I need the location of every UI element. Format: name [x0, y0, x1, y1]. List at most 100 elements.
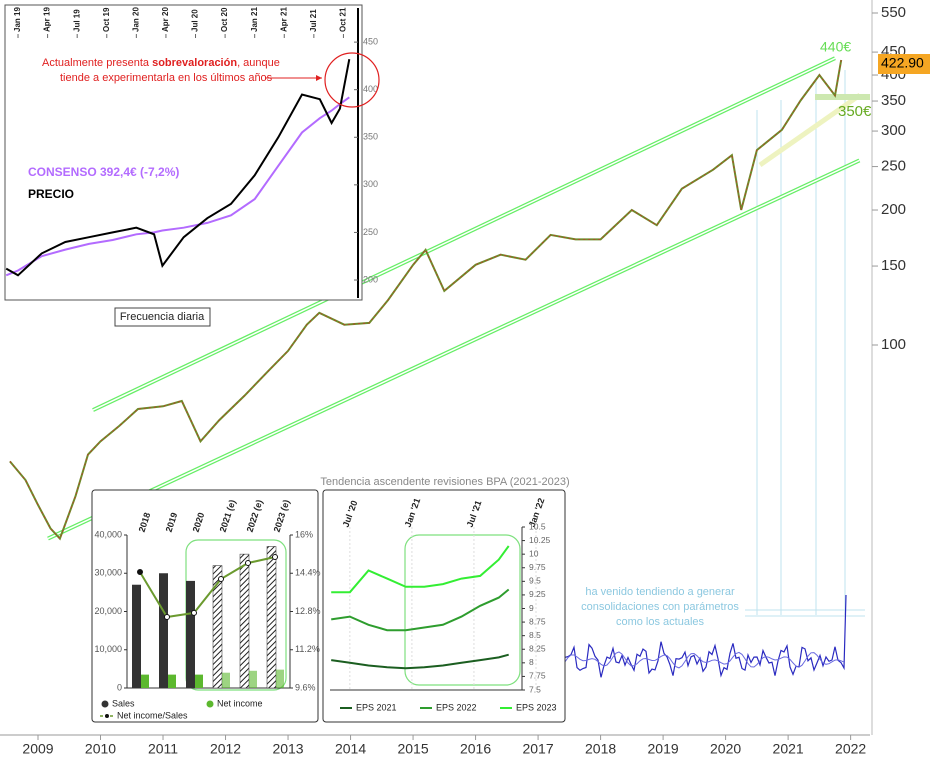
target-low: 350€	[838, 103, 872, 120]
net-income-bar	[276, 669, 284, 688]
legend-label: Net income/Sales	[117, 710, 188, 720]
legend-marker	[206, 700, 214, 708]
ratio-dot	[245, 559, 251, 566]
annotation-part: Actualmente presenta	[42, 57, 152, 69]
target-high: 440€	[820, 39, 851, 55]
ratio-dot	[218, 575, 224, 582]
y-tick-label: 300	[363, 179, 378, 189]
x-tick-label: 2017	[522, 741, 553, 757]
y-tick-label: 8.5	[529, 630, 541, 640]
x-tick-label: Jan 19	[13, 7, 22, 32]
note: como los actuales	[616, 616, 705, 628]
estimate-highlight	[404, 534, 521, 686]
sales-bar	[159, 573, 168, 688]
x-tick-label: 2020	[710, 741, 741, 757]
ratio-dot	[272, 553, 278, 560]
ratio-dot	[191, 609, 197, 616]
channel-line	[92, 57, 836, 411]
legend-marker	[101, 700, 109, 708]
x-tick-label: 2015	[397, 741, 428, 757]
y-tick-label: 200	[881, 201, 906, 218]
sales-bar	[132, 584, 141, 688]
net-income-bar	[222, 672, 230, 688]
x-tick-label: 2014	[335, 741, 366, 757]
net-income-bar	[168, 674, 176, 688]
inset-eps: Tendencia ascendente revisiones BPA (202…	[320, 476, 570, 723]
legend-label: Sales	[112, 698, 135, 708]
x-tick-label: 2010	[85, 741, 116, 757]
sales-bar	[212, 565, 223, 689]
y-tick-label: 250	[363, 227, 378, 237]
legend-label: EPS 2023	[516, 702, 557, 712]
y-tick-label: 10,000	[94, 644, 122, 654]
y2-tick-label: 9.6%	[295, 682, 316, 692]
note: consolidaciones con parámetros	[581, 601, 739, 613]
x-tick-label: Apr 21	[279, 7, 288, 32]
y-tick-label: 9.25	[529, 589, 546, 599]
y-tick-label: 450	[363, 36, 378, 46]
x-tick-label: 2011	[148, 741, 178, 757]
y-tick-label: 9	[529, 603, 534, 613]
y-tick-label: 250	[881, 158, 906, 175]
sales-bar	[239, 553, 250, 689]
y-tick-label: 350	[363, 132, 378, 142]
eps-line	[331, 545, 510, 594]
oscillator	[555, 651, 845, 669]
x-tick-label: Apr 19	[43, 7, 52, 32]
guide-lines	[745, 70, 865, 617]
inset-frame	[322, 489, 566, 723]
last-price: 422.90	[881, 55, 924, 71]
legend-label: PRECIO	[28, 187, 74, 201]
eps-line	[331, 653, 509, 670]
y-tick-label: 10	[529, 548, 539, 558]
y-tick-label: 8.75	[529, 616, 546, 626]
annotation: Actualmente presenta sobrevaloración, au…	[42, 57, 280, 69]
support-zone	[815, 94, 870, 100]
ratio-dot	[164, 613, 170, 620]
x-tick-label: Jul 21	[309, 9, 318, 32]
y-tick-label: 30,000	[94, 568, 122, 578]
channel-line	[47, 159, 860, 540]
sales-bar	[186, 580, 195, 688]
ratio-dot	[137, 569, 143, 576]
y2-tick-label: 12.8%	[295, 606, 321, 616]
y-tick-label: 9.5	[529, 576, 541, 586]
sales-bar	[266, 546, 277, 689]
x-tick-label: Oct 20	[220, 7, 229, 32]
y2-tick-label: 11.2%	[295, 644, 320, 654]
y-tick-label: 550	[881, 4, 906, 21]
y2-tick-label: 14.4%	[295, 568, 321, 578]
inset-frame	[4, 4, 363, 301]
footer-box	[114, 307, 211, 327]
x-tick-label: Jul 20	[191, 9, 200, 32]
x-tick-label: Apr 20	[161, 7, 170, 32]
x-tick-label: 2009	[22, 741, 53, 757]
legend-label: CONSENSO 392,4€ (-7,2%)	[28, 165, 179, 179]
y-tick-label: 8.25	[529, 644, 546, 654]
y-tick-label: 10.25	[529, 535, 551, 545]
y-tick-label: 200	[363, 274, 378, 284]
x-tick-label: 2019	[648, 741, 679, 757]
support-trend	[758, 92, 862, 168]
x-tick-label: Oct 21	[339, 7, 348, 32]
legend-label: EPS 2021	[356, 702, 397, 712]
eps-line	[331, 588, 510, 632]
inset-frame	[91, 489, 319, 723]
x-tick-label: 2012	[210, 741, 241, 757]
x-tick-label: 2022	[835, 741, 866, 757]
ratio-line	[139, 556, 276, 619]
y-tick-label: 100	[881, 336, 906, 353]
legend-label: EPS 2022	[436, 702, 477, 712]
y-tick-label: 400	[363, 84, 378, 94]
x-tick-label: Oct 19	[102, 7, 111, 32]
net-income-bar	[249, 670, 257, 688]
y-tick-label: 0	[117, 682, 122, 692]
x-tick-label: Jan 21	[250, 7, 259, 32]
y-tick-label: 7.75	[529, 671, 546, 681]
y-tick-label: 8	[529, 657, 534, 667]
y-tick-label: 10.5	[529, 521, 546, 531]
series-line	[5, 59, 351, 277]
legend-marker	[105, 714, 109, 718]
